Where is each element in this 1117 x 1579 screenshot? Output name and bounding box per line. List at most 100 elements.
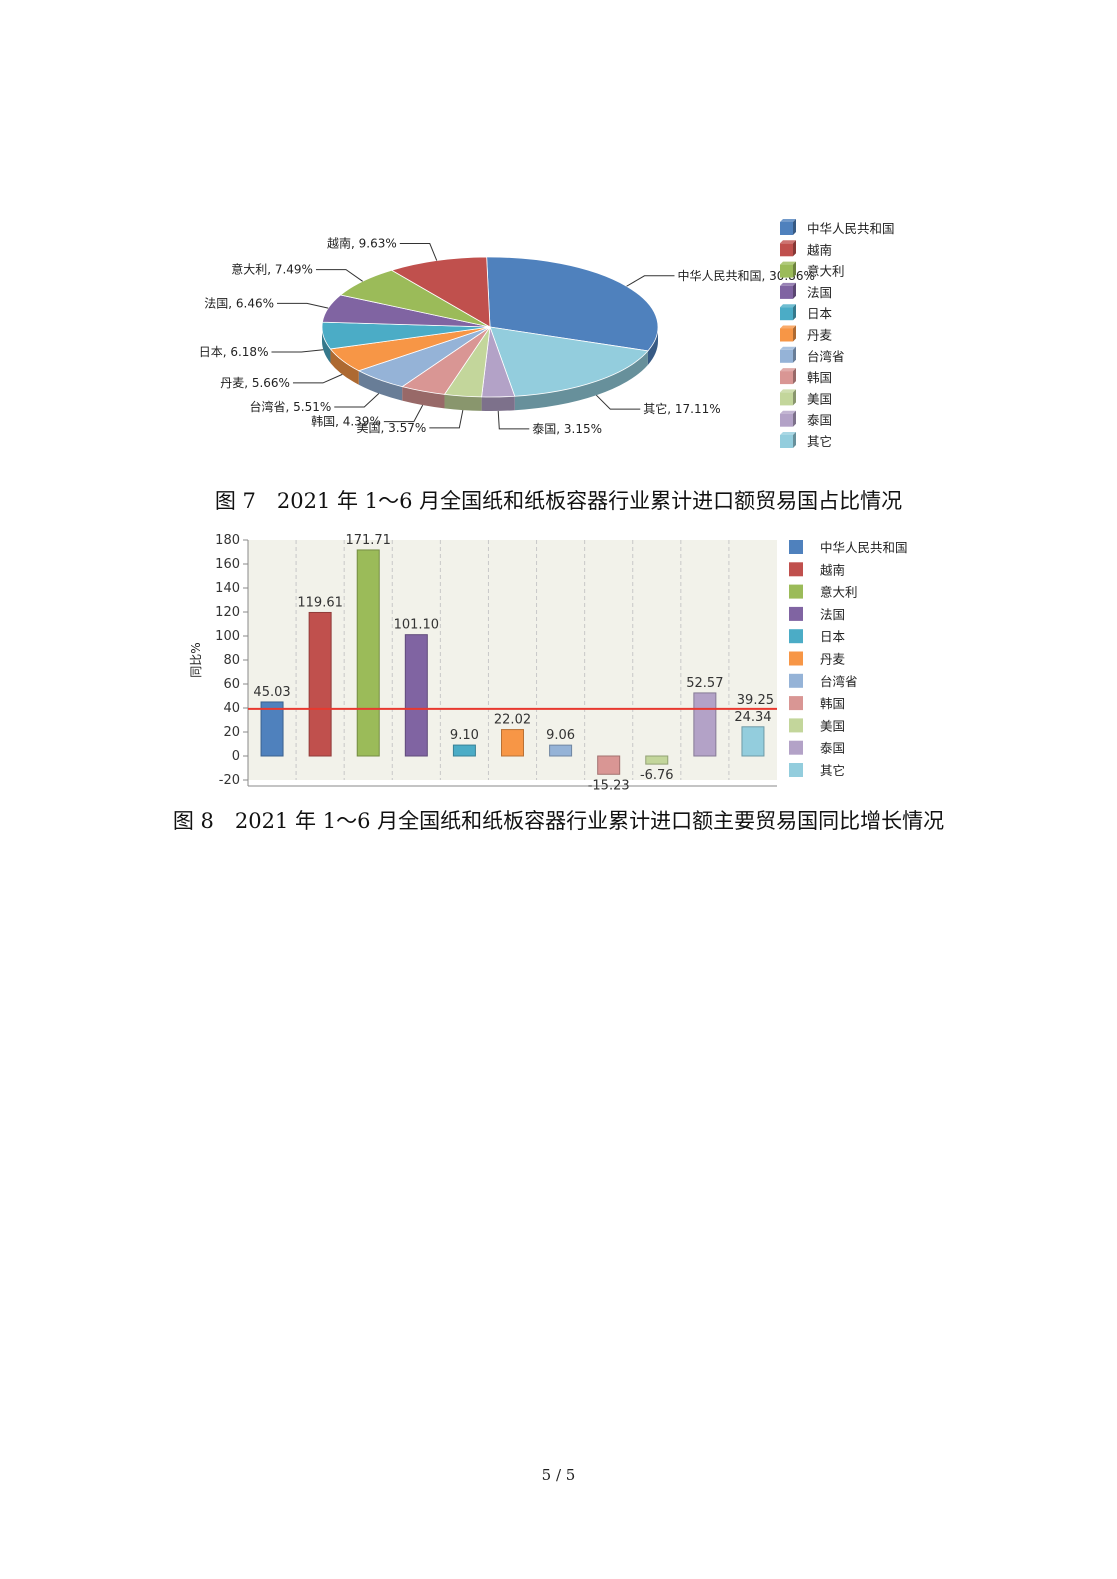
pie-legend-swatch-top-9 xyxy=(780,410,796,414)
bar-legend-swatch-9 xyxy=(789,740,803,755)
y-axis-label: 同比% xyxy=(189,642,203,677)
page-number: 5 / 5 xyxy=(541,1466,576,1484)
bar-value-label-3: 101.10 xyxy=(394,618,440,633)
bar-legend-label-10: 其它 xyxy=(820,763,845,778)
bar-4 xyxy=(452,744,476,757)
pie-legend-swatch-side-2 xyxy=(793,261,796,278)
bar-legend-label-7: 韩国 xyxy=(820,696,845,711)
pie-legend-label-8: 美国 xyxy=(807,391,832,406)
bar-value-label-6: 9.06 xyxy=(546,728,575,743)
bar-0 xyxy=(260,701,284,757)
pie-legend-swatch-3 xyxy=(780,285,793,299)
bar-1 xyxy=(308,611,332,757)
pie-leader-6 xyxy=(292,373,343,384)
pie-legend-label-6: 台湾省 xyxy=(807,349,845,364)
bar-legend-swatch-4 xyxy=(789,629,803,644)
bar-legend-label-1: 越南 xyxy=(820,562,845,577)
pie-legend-swatch-9 xyxy=(780,413,793,427)
bar-legend-swatch-6 xyxy=(789,673,803,688)
bar-value-label-7: -15.23 xyxy=(588,778,630,793)
bar-8 xyxy=(645,755,669,765)
pie-label-8: 法国, 6.46% xyxy=(204,296,274,310)
pie-legend-label-2: 意大利 xyxy=(807,264,845,279)
pie-label-9: 意大利, 7.49% xyxy=(231,262,313,277)
pie-legend-swatch-side-6 xyxy=(793,346,796,363)
pie-label-4: 韩国, 4.39% xyxy=(311,414,381,429)
pie-legend-swatch-10 xyxy=(780,435,793,448)
bar-legend-swatch-8 xyxy=(789,718,803,733)
bar-legend-swatch-2 xyxy=(789,584,803,599)
bar-value-label-2: 171.71 xyxy=(345,533,391,548)
y-tick-label-1: 0 xyxy=(232,749,240,764)
pie-depth-5 xyxy=(358,370,403,401)
pie-leader-4 xyxy=(383,404,424,423)
pie-legend-label-3: 法国 xyxy=(807,285,832,300)
bar-value-label-4: 9.10 xyxy=(450,728,479,743)
pie-legend-label-10: 其它 xyxy=(807,434,832,449)
pie-legend-label-1: 越南 xyxy=(807,242,832,257)
bar-value-label-1: 119.61 xyxy=(297,595,343,610)
pie-legend-swatch-top-6 xyxy=(780,346,796,350)
pie-legend-swatch-side-5 xyxy=(793,325,796,342)
pie-depth-3 xyxy=(444,394,482,411)
bar-value-label-8: -6.76 xyxy=(640,768,674,783)
pie-legend-swatch-1 xyxy=(780,243,793,257)
bar-legend-label-3: 法国 xyxy=(820,607,845,622)
bar-legend-swatch-7 xyxy=(789,696,803,711)
bar-3 xyxy=(404,634,428,757)
y-tick-label-8: 140 xyxy=(215,581,240,596)
pie-depth-layer xyxy=(322,327,658,411)
pie-legend-swatch-side-3 xyxy=(793,282,796,299)
pie-slices xyxy=(321,256,659,398)
bar-legend-label-0: 中华人民共和国 xyxy=(820,540,908,555)
pie-label-10: 越南, 9.63% xyxy=(327,236,397,251)
pie-legend-swatch-side-10 xyxy=(793,432,796,448)
y-tick-label-4: 60 xyxy=(223,677,240,692)
pie-legend-swatch-2 xyxy=(780,264,793,278)
pie-label-2: 泰国, 3.15% xyxy=(532,422,602,436)
pie-slice-1 xyxy=(489,326,649,397)
bar-legend-label-9: 泰国 xyxy=(820,741,845,756)
bar-value-label-9: 52.57 xyxy=(686,676,723,691)
bar-legend-label-5: 丹麦 xyxy=(820,652,846,667)
pie-label-5: 台湾省, 5.51% xyxy=(249,399,331,414)
pie-legend-swatch-6 xyxy=(780,349,793,363)
pie-legend-swatch-7 xyxy=(780,371,793,385)
pie-leader-7 xyxy=(271,349,324,353)
pie-label-3: 美国, 3.57% xyxy=(357,421,427,435)
bars xyxy=(260,549,765,775)
pie-label-6: 丹麦, 5.66% xyxy=(220,376,290,390)
pie-depth-1 xyxy=(514,350,648,411)
pie-legend-swatch-top-8 xyxy=(780,389,796,393)
figure7-caption: 图 7 2021 年 1～6 月全国纸和纸板容器行业累计进口额贸易国占比情况 xyxy=(214,489,903,513)
y-tick-label-9: 160 xyxy=(215,557,240,572)
bar-5 xyxy=(501,729,524,757)
pie-leader-8 xyxy=(277,302,329,309)
bar-6 xyxy=(549,744,573,757)
pie-leader-9 xyxy=(315,269,363,282)
bar-9 xyxy=(693,692,717,757)
pie-legend-swatch-top-10 xyxy=(780,432,796,435)
pie-legend-swatch-top-2 xyxy=(780,261,796,265)
pie-slice-0 xyxy=(486,256,659,352)
pie-legend-swatch-side-7 xyxy=(793,368,796,385)
pie-legend-label-9: 泰国 xyxy=(807,413,832,428)
pie-depth-2 xyxy=(481,396,515,411)
pie-leader-1 xyxy=(595,394,641,410)
bar-value-label-5: 22.02 xyxy=(494,713,531,728)
pie-leader-0 xyxy=(626,275,675,287)
bar-chart: -20 0 20 40 60 80 100 120 140 160 180 同比% 39.25 45.… xyxy=(189,533,908,793)
pie-legend-swatch-top-4 xyxy=(780,304,796,308)
pie-legend-swatch-top-3 xyxy=(780,282,796,286)
reference-line-label: 39.25 xyxy=(737,693,774,708)
y-axis: -20 0 20 40 60 80 100 120 140 160 180 同比% xyxy=(189,533,777,788)
y-tick-label-7: 120 xyxy=(215,605,240,620)
y-tick-label-0: -20 xyxy=(219,773,240,788)
pie-depth-6 xyxy=(330,348,359,385)
bar-legend-label-2: 意大利 xyxy=(820,585,858,600)
pie-label-1: 其它, 17.11% xyxy=(643,401,720,416)
y-tick-label-6: 100 xyxy=(215,629,240,644)
bar-legend-swatch-10 xyxy=(789,763,803,777)
